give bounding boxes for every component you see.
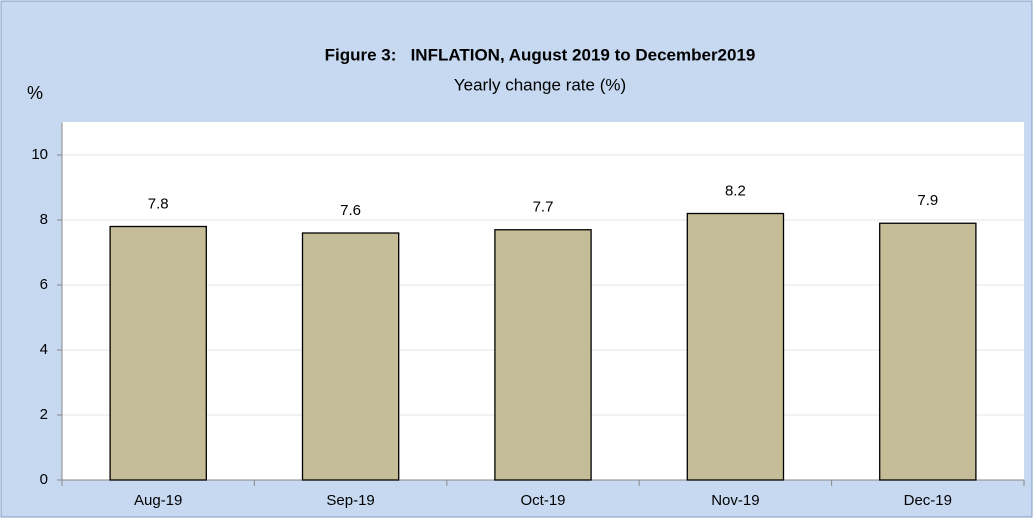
y-tick-label: 10 xyxy=(31,146,48,163)
data-label: 7.8 xyxy=(148,195,169,212)
y-tick-label: 6 xyxy=(40,276,48,293)
x-tick-label: Nov-19 xyxy=(711,492,759,509)
y-tick-label: 8 xyxy=(40,211,48,228)
chart-subtitle: Yearly change rate (%) xyxy=(454,75,626,94)
y-tick-label: 2 xyxy=(40,406,48,423)
data-label: 7.7 xyxy=(533,199,554,216)
x-tick-label: Oct-19 xyxy=(520,492,565,509)
bar xyxy=(879,222,977,481)
x-tick-label: Aug-19 xyxy=(134,492,182,509)
x-tick-label: Dec-19 xyxy=(904,492,952,509)
x-tick-label: Sep-19 xyxy=(326,492,374,509)
bar xyxy=(494,229,592,481)
y-tick-label: 0 xyxy=(40,471,48,488)
data-label: 7.9 xyxy=(917,192,938,209)
data-label: 7.6 xyxy=(340,202,361,219)
y-axis-label: % xyxy=(27,83,43,103)
bar xyxy=(109,225,207,481)
bar xyxy=(301,232,400,481)
y-tick-label: 4 xyxy=(40,341,48,358)
bar xyxy=(686,212,785,481)
chart-title: Figure 3: INFLATION, August 2019 to Dece… xyxy=(325,45,756,64)
data-label: 8.2 xyxy=(725,182,746,199)
